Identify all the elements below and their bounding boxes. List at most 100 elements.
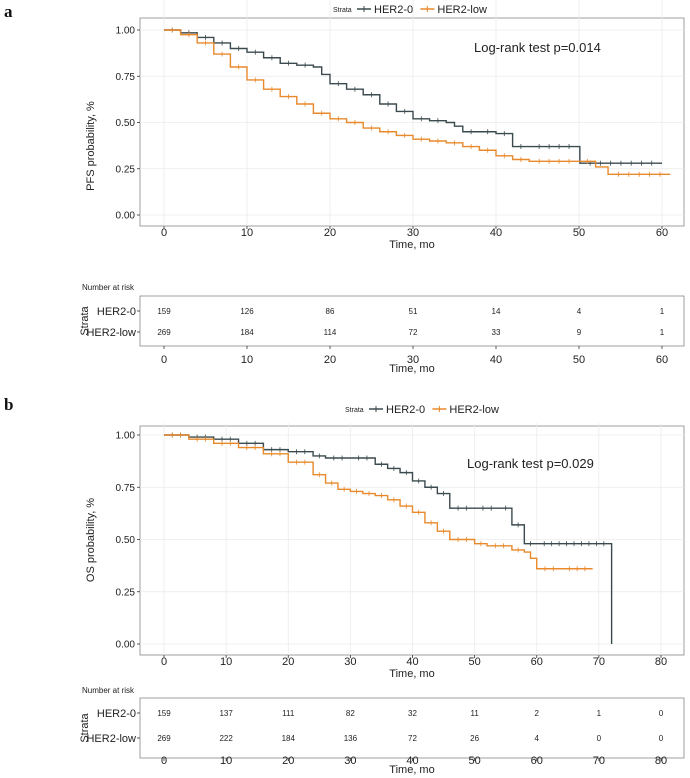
panel-b-risk-frame xyxy=(139,697,685,759)
panel-b-letter: b xyxy=(4,395,13,414)
panel-a-risk-value-0-0: 159 xyxy=(157,307,171,316)
panel-a-risk-value-0-2: 86 xyxy=(326,307,335,316)
panel-b-risk-value-1-6: 4 xyxy=(535,734,540,743)
panel-a-risk-xtick-label-5: 50 xyxy=(573,354,585,366)
panel-b-ytick-label-0: 0.00 xyxy=(116,640,136,651)
panel-b-legend: Strata HER2-0 HER2-low xyxy=(345,404,499,416)
panel-b-ytick-label-3: 0.75 xyxy=(116,483,136,494)
panel-a-series-1-line xyxy=(164,29,671,175)
panel-b-xtick-label-0: 0 xyxy=(161,656,167,668)
panel-a-risk-title: Number at risk xyxy=(82,283,135,292)
panel-a-ytick-label-3: 0.75 xyxy=(116,72,136,83)
panel-b-risk-xlabel: Time, mo xyxy=(389,764,434,776)
panel-b-series-1-line xyxy=(164,434,593,570)
panel-b-xtick-label-7: 70 xyxy=(593,656,605,668)
panel-a-xtick-label-5: 50 xyxy=(573,227,585,239)
panel-a-ytick-label-4: 1.00 xyxy=(116,26,136,37)
panel-b-ytick-label-2: 0.50 xyxy=(116,535,136,546)
panel-b-risk-value-1-1: 222 xyxy=(219,734,233,743)
panel-b-risk-value-0-4: 32 xyxy=(408,709,417,718)
panel-b-xtick-label-2: 20 xyxy=(282,656,294,668)
panel-a-ytick-label-1: 0.25 xyxy=(116,164,136,175)
panel-a-annotation: Log-rank test p=0.014 xyxy=(474,40,601,55)
panel-b-risk-value-1-4: 72 xyxy=(408,734,417,743)
panel-b-risk-xtick-label-4: 40 xyxy=(406,755,418,767)
panel-a-xtick-label-0: 0 xyxy=(161,227,167,239)
panel-a-risk-row-label-0: HER2-0 xyxy=(97,306,136,318)
panel-a-risk-ylabel: Strata xyxy=(79,305,91,335)
panel-b-risk-xtick-label-3: 30 xyxy=(344,755,356,767)
panel-b-risk-xtick-label-1: 10 xyxy=(220,755,232,767)
panel-a-legend-title: Strata xyxy=(333,7,352,14)
panel-a-xtick-label-3: 30 xyxy=(407,227,419,239)
panel-b-risk-ylabel: Strata xyxy=(79,712,91,742)
panel-a-risk-xtick-label-0: 0 xyxy=(161,354,167,366)
panel-a-risk-value-1-6: 1 xyxy=(660,328,665,337)
panel-b-risk-value-1-0: 269 xyxy=(157,734,171,743)
panel-a-risk-value-0-1: 126 xyxy=(240,307,254,316)
panel-a-xtick-label-4: 40 xyxy=(490,227,502,239)
panel-b-legend-title: Strata xyxy=(345,407,364,414)
panel-b-risk-xtick-label-6: 60 xyxy=(531,755,543,767)
panel-a-risk-frame xyxy=(139,295,685,347)
panel-a-xtick-label-6: 60 xyxy=(656,227,668,239)
panel-a-risk-value-0-5: 4 xyxy=(577,307,582,316)
panel-a-risk-value-0-3: 51 xyxy=(409,307,418,316)
panel-b-risk-row-label-1: HER2-low xyxy=(86,733,136,745)
panel-b-risk-xtick-label-2: 20 xyxy=(282,755,294,767)
panel-a-risk-xtick-label-4: 40 xyxy=(490,354,502,366)
panel-b-risk-value-1-7: 0 xyxy=(597,734,602,743)
panel-a-risk-row-label-1: HER2-low xyxy=(86,327,136,339)
panel-b-risk-value-1-2: 184 xyxy=(282,734,296,743)
panel-b-risk-value-0-2: 111 xyxy=(282,709,295,718)
panel-b-risk-title: Number at risk xyxy=(82,686,135,695)
panel-b-risk-value-0-8: 0 xyxy=(659,709,664,718)
panel-a-legend-label-1: HER2-low xyxy=(437,4,487,16)
panel-a-xtick-label-2: 20 xyxy=(324,227,336,239)
panel-a: a Strata HER2-0 HER2-low 0.00 0.25 0.50 0.75 1… xyxy=(4,0,685,375)
panel-b-legend-label-1: HER2-low xyxy=(449,404,499,416)
panel-b-plot-frame xyxy=(139,425,685,656)
panel-a-risk-value-1-2: 114 xyxy=(324,328,337,337)
panel-b: b Strata HER2-0 HER2-low 0.00 0.25 0.50 0.75 1… xyxy=(4,395,685,776)
panel-b-risk-value-0-1: 137 xyxy=(219,709,233,718)
panel-a-ylabel: PFS probability, % xyxy=(85,101,97,191)
panel-b-risk-value-0-0: 159 xyxy=(157,709,171,718)
panel-a-risk-xlabel: Time, mo xyxy=(389,363,434,375)
panel-a-risk-value-1-4: 33 xyxy=(492,328,501,337)
panel-a-risk-value-1-1: 184 xyxy=(240,328,254,337)
panel-a-risk-value-1-5: 9 xyxy=(577,328,582,337)
panel-b-ylabel: OS probability, % xyxy=(85,498,97,582)
panel-a-xtick-label-1: 10 xyxy=(241,227,253,239)
panel-b-risk-value-1-8: 0 xyxy=(659,734,664,743)
panel-a-risk-xtick-label-6: 60 xyxy=(656,354,668,366)
panel-b-risk-xtick-label-8: 80 xyxy=(655,755,667,767)
panel-a-series-0-line xyxy=(164,29,662,164)
panel-b-risk-xtick-label-5: 50 xyxy=(469,755,481,767)
panel-a-risk-xtick-label-3: 30 xyxy=(407,354,419,366)
panel-b-risk-value-0-3: 82 xyxy=(346,709,355,718)
panel-b-ytick-label-4: 1.00 xyxy=(116,431,136,442)
panel-a-risk-value-1-0: 269 xyxy=(157,328,171,337)
panel-a-ytick-label-0: 0.00 xyxy=(116,211,136,222)
panel-a-risk-value-0-6: 1 xyxy=(660,307,665,316)
panel-a-legend: Strata HER2-0 HER2-low xyxy=(333,4,487,16)
panel-b-xtick-label-5: 50 xyxy=(469,656,481,668)
panel-b-xtick-label-4: 40 xyxy=(406,656,418,668)
panel-a-plot-frame xyxy=(139,17,685,227)
panel-b-xlabel: Time, mo xyxy=(389,668,434,680)
panel-b-risk-value-0-5: 11 xyxy=(470,709,479,718)
panel-b-risk-value-0-6: 2 xyxy=(535,709,540,718)
panel-a-risk-xtick-label-2: 20 xyxy=(324,354,336,366)
panel-b-risk-value-0-7: 1 xyxy=(597,709,602,718)
panel-b-annotation: Log-rank test p=0.029 xyxy=(467,456,594,471)
panel-b-risk-row-label-0: HER2-0 xyxy=(97,708,136,720)
panel-b-risk-value-1-3: 136 xyxy=(344,734,358,743)
panel-b-xtick-label-8: 80 xyxy=(655,656,667,668)
panel-b-xtick-label-6: 60 xyxy=(531,656,543,668)
panel-b-ytick-label-1: 0.25 xyxy=(116,587,136,598)
panel-b-xtick-label-1: 10 xyxy=(220,656,232,668)
panel-b-xtick-label-3: 30 xyxy=(344,656,356,668)
